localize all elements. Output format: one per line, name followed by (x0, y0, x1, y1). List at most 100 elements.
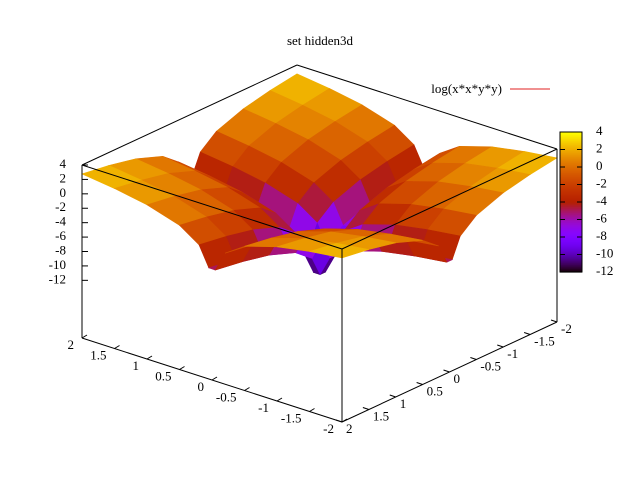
colorbar-strip (560, 260, 582, 263)
colorbar-strip (560, 214, 582, 217)
z-tick-label: -6 (55, 228, 66, 243)
colorbar-tick-label: -6 (596, 210, 607, 225)
colorbar-strip (560, 244, 582, 247)
colorbar-strip (560, 252, 582, 255)
colorbar-strip (560, 140, 582, 143)
z-tick-label: 4 (60, 156, 67, 171)
z-tick-label: -2 (55, 199, 66, 214)
y-tick (335, 419, 343, 423)
z-tick-label: -10 (49, 257, 66, 272)
colorbar-strip (560, 164, 582, 167)
colorbar-strip (560, 196, 582, 199)
colorbar-strip (560, 156, 582, 159)
colorbar-strip (560, 268, 582, 271)
x-tick-label: -0.5 (216, 389, 237, 404)
chart-title: set hidden3d (287, 33, 354, 48)
colorbar-tick-label: 4 (596, 123, 603, 138)
colorbar-strip (560, 180, 582, 183)
colorbar-tick-label: -12 (596, 263, 613, 278)
colorbar-strip (560, 230, 582, 233)
colorbar-strip (560, 270, 582, 273)
colorbar-tick-label: 0 (596, 158, 603, 173)
colorbar-strip (560, 166, 582, 169)
y-tick-label: -1.5 (534, 333, 555, 348)
y-tick (416, 382, 423, 385)
axes: -12-10-8-6-4-2024-2-1.5-1-0.500.511.52-2… (49, 64, 572, 436)
colorbar-strip (560, 240, 582, 243)
box-edge (296, 64, 558, 150)
colorbar-strip (560, 254, 582, 257)
y-tick-label: -2 (561, 321, 572, 336)
box-edge (341, 148, 558, 250)
colorbar-tick-label: -2 (596, 175, 607, 190)
colorbar-strip (560, 242, 582, 245)
colorbar-strip (560, 144, 582, 147)
z-tick-label: -8 (55, 242, 66, 257)
colorbar-strip (560, 148, 582, 151)
colorbar-strip (560, 202, 582, 205)
y-tick-label: -0.5 (480, 358, 501, 373)
colorbar-strip (560, 154, 582, 157)
colorbar-tick-label: -10 (596, 245, 613, 260)
colorbar-strip (560, 168, 582, 171)
x-tick (341, 418, 348, 423)
colorbar-strip (560, 238, 582, 241)
colorbar-strip (560, 208, 582, 211)
x-tick-label: -2 (323, 421, 334, 436)
box-edge (81, 164, 343, 250)
x-tick (81, 334, 88, 339)
colorbar-strip (560, 234, 582, 237)
colorbar-strip (560, 210, 582, 213)
x-tick (146, 355, 153, 360)
colorbar-strip (560, 264, 582, 267)
colorbar-strip (560, 172, 582, 175)
colorbar-strip (560, 158, 582, 161)
x-tick-label: 1 (133, 358, 140, 373)
y-tick-label: 0.5 (427, 383, 443, 398)
colorbar-strip (560, 212, 582, 215)
colorbar-strip (560, 146, 582, 149)
x-tick-label: 2 (68, 337, 75, 352)
y-tick-label: 1 (400, 396, 407, 411)
colorbar-strip (560, 186, 582, 189)
colorbar-tick-label: -4 (596, 193, 607, 208)
colorbar-strip (560, 232, 582, 235)
colorbar-strip (560, 152, 582, 155)
colorbar-strip (560, 194, 582, 197)
colorbar-strip (560, 178, 582, 181)
x-tick (276, 397, 283, 402)
y-tick (470, 357, 477, 360)
y-tick-label: 2 (346, 421, 353, 436)
colorbar-strip (560, 192, 582, 195)
colorbar-strip (560, 220, 582, 223)
colorbar-strip (560, 250, 582, 253)
y-tick (362, 407, 370, 410)
colorbar-strip (560, 256, 582, 259)
colorbar-strip (560, 176, 582, 179)
colorbar-strip (560, 138, 582, 141)
z-tick-label: 2 (60, 170, 67, 185)
colorbar-strip (560, 162, 582, 165)
y-tick-label: -1 (507, 346, 518, 361)
colorbar-strip (560, 170, 582, 173)
y-tick (443, 369, 450, 373)
colorbar-strip (560, 236, 582, 239)
colorbar-strip (560, 198, 582, 201)
colorbar-strip (560, 266, 582, 269)
colorbar-strip (560, 228, 582, 231)
x-tick-label: 1.5 (90, 347, 106, 362)
colorbar-strip (560, 136, 582, 139)
colorbar-strip (560, 226, 582, 229)
colorbar-strip (560, 190, 582, 193)
x-tick (114, 345, 120, 349)
colorbar-strip (560, 182, 582, 185)
colorbar-strip (560, 216, 582, 219)
colorbar-strip (560, 248, 582, 251)
colorbar-strip (560, 160, 582, 163)
y-tick-label: 0 (454, 371, 461, 386)
x-tick-label: -1 (258, 400, 269, 415)
y-tick (523, 332, 531, 335)
z-tick-label: 0 (60, 185, 67, 200)
colorbar-strip (560, 184, 582, 187)
